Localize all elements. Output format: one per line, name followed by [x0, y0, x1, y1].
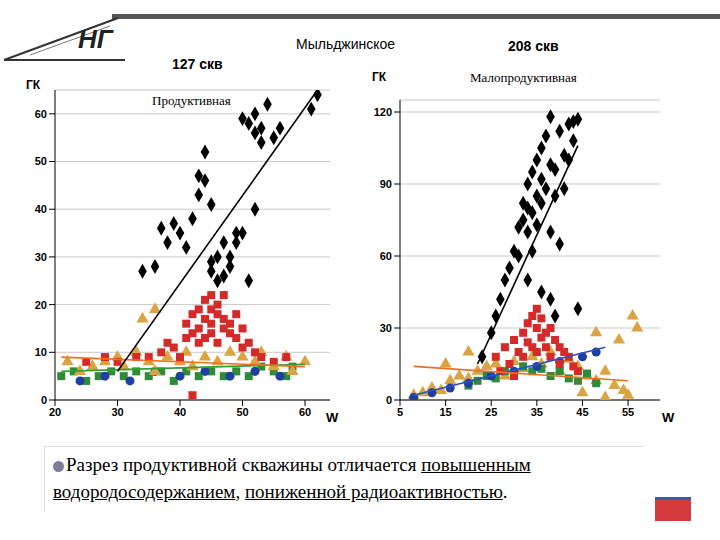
svg-text:55: 55 [622, 406, 634, 418]
html-text:W: W [662, 410, 675, 425]
html-text:W: W [326, 410, 339, 425]
svg-text:10: 10 [35, 346, 47, 358]
html-text:208 скв: 208 скв [508, 38, 559, 54]
svg-text:20: 20 [49, 406, 61, 418]
svg-text:35: 35 [531, 406, 543, 418]
html-text:Мыльджинское: Мыльджинское [296, 36, 396, 52]
svg-text:20: 20 [35, 299, 47, 311]
html-text:Продуктивная: Продуктивная [152, 93, 231, 108]
svg-text:0: 0 [41, 394, 47, 406]
svg-text:25: 25 [485, 406, 497, 418]
svg-text:30: 30 [35, 251, 47, 263]
svg-text:50: 50 [35, 155, 47, 167]
html-text:ГК: ГК [26, 78, 41, 92]
html-text:Малопродуктивная: Малопродуктивная [470, 70, 577, 85]
svg-text:30: 30 [111, 406, 123, 418]
svg-text:90: 90 [380, 178, 392, 190]
svg-text:5: 5 [397, 406, 403, 418]
html-text:НГ: НГ [78, 24, 113, 54]
svg-text:30: 30 [380, 322, 392, 334]
svg-text:40: 40 [35, 203, 47, 215]
html-text:ГК: ГК [372, 70, 387, 84]
svg-text:120: 120 [374, 106, 392, 118]
svg-text:40: 40 [174, 406, 186, 418]
svg-text:60: 60 [380, 250, 392, 262]
svg-text:50: 50 [236, 406, 248, 418]
svg-text:60: 60 [299, 406, 311, 418]
svg-text:45: 45 [576, 406, 588, 418]
svg-text:60: 60 [35, 108, 47, 120]
svg-text:0: 0 [386, 394, 392, 406]
html-text:Разрез продуктивной скважины о: Разрез продуктивной скважины отличается … [53, 454, 531, 502]
svg-text:15: 15 [439, 406, 451, 418]
html-text:127 скв: 127 скв [172, 56, 223, 72]
